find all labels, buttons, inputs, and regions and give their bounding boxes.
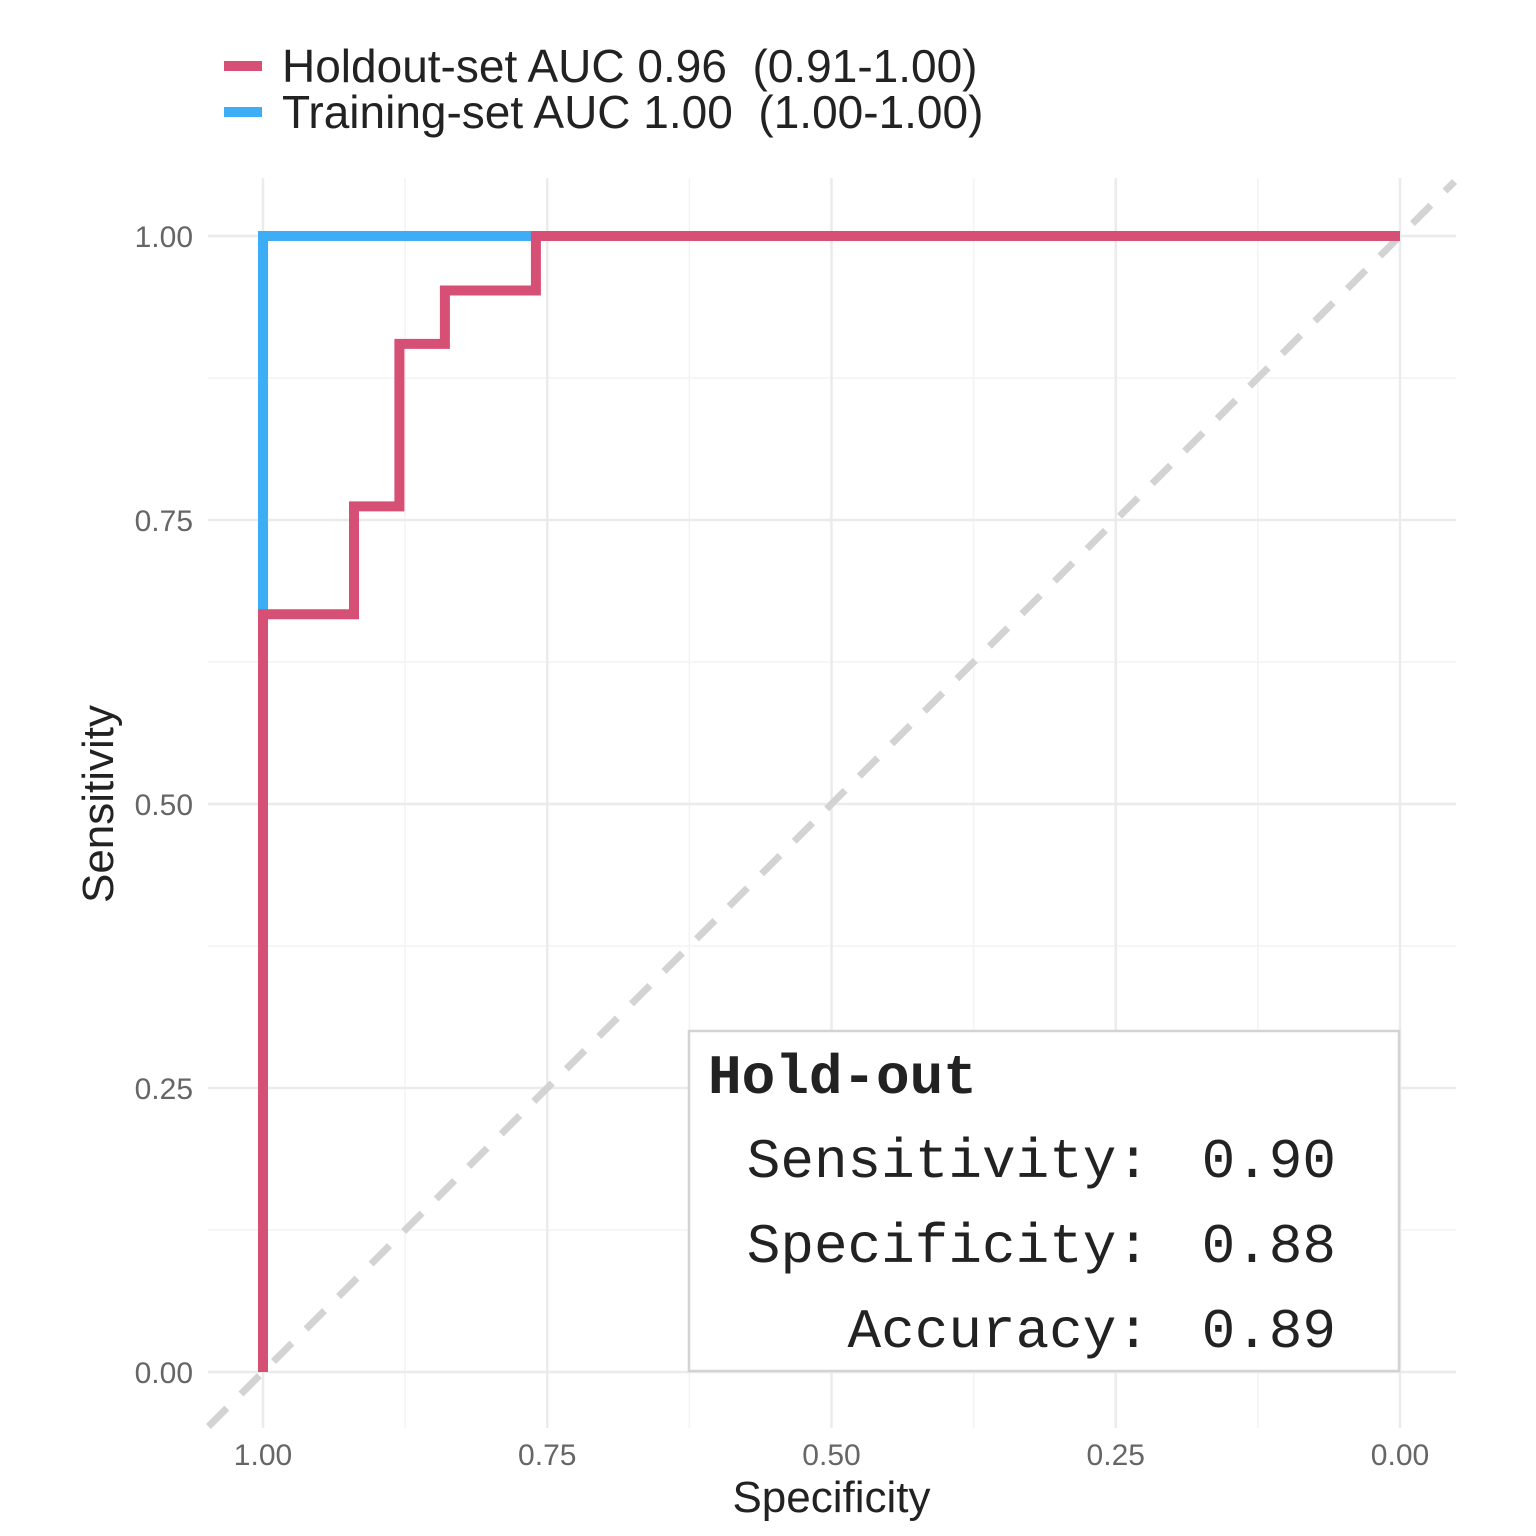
y-tick-label: 0.50 <box>135 789 193 822</box>
x-tick-label: 0.75 <box>518 1439 576 1472</box>
annotation-label: Accuracy: <box>848 1300 1150 1364</box>
annotation-value: 0.90 <box>1202 1130 1336 1194</box>
y-axis-title: Sensitivity <box>74 705 123 903</box>
y-tick-label: 0.25 <box>135 1073 193 1106</box>
annotation-value: 0.89 <box>1202 1300 1336 1364</box>
legend-label-training: Training-set AUC 1.00 (1.00-1.00) <box>282 86 983 138</box>
series-line-holdout <box>258 231 1400 1372</box>
x-tick-label: 0.25 <box>1087 1439 1145 1472</box>
y-tick-label: 0.75 <box>135 505 193 538</box>
reference-diagonal-line <box>205 178 1458 1430</box>
x-tick-label: 0.00 <box>1371 1439 1429 1472</box>
annotation-box <box>687 1029 1401 1373</box>
y-tick-label: 1.00 <box>135 221 193 254</box>
y-tick-label: 0.00 <box>135 1357 193 1390</box>
annotation-value: 0.88 <box>1202 1215 1336 1279</box>
annotation-box-title: Hold-out <box>708 1046 977 1110</box>
x-tick-label: 0.50 <box>802 1439 860 1472</box>
legend-label-holdout: Holdout-set AUC 0.96 (0.91-1.00) <box>282 40 977 92</box>
x-tick-label: 1.00 <box>234 1439 292 1472</box>
x-axis-title: Specificity <box>732 1473 930 1522</box>
annotation-label: Sensitivity: <box>747 1130 1150 1194</box>
annotation-label: Specificity: <box>747 1215 1150 1279</box>
